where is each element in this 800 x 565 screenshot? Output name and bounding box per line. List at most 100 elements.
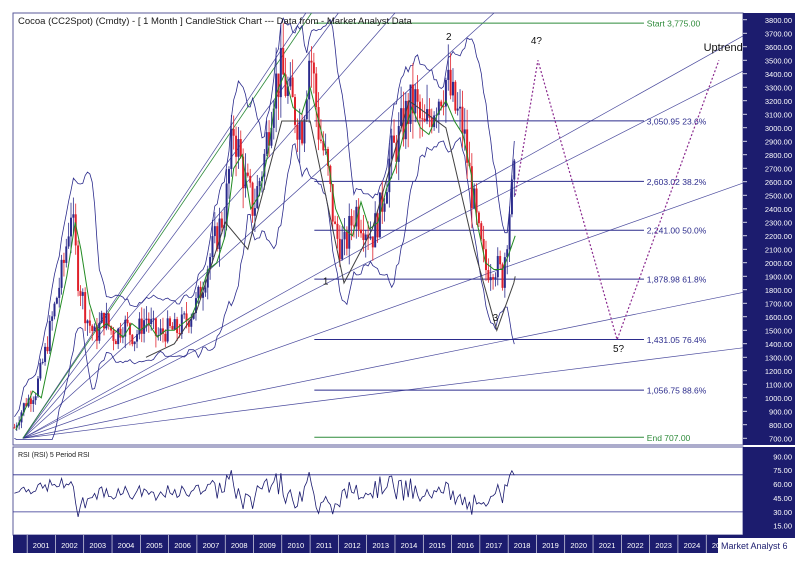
candle-body	[272, 108, 275, 128]
candle-body	[305, 99, 308, 120]
rsi-y-tick-label: 90.00	[773, 452, 792, 461]
candle-body	[418, 101, 421, 119]
candle-body	[216, 226, 219, 250]
candle-body	[164, 333, 167, 342]
candle-body	[41, 361, 44, 363]
time-axis	[13, 535, 795, 553]
candle-body	[39, 362, 42, 379]
candle-body	[296, 124, 299, 140]
candle-body	[15, 425, 18, 428]
candle-body	[275, 73, 278, 109]
candle-body	[220, 218, 223, 228]
candle-body	[400, 108, 403, 127]
candle-body	[60, 259, 63, 288]
candle-body	[211, 236, 214, 258]
gann-fan-line	[22, 347, 744, 439]
y-tick-label: 1000.00	[765, 394, 792, 403]
candle-body	[86, 320, 89, 324]
candle-body	[110, 326, 113, 331]
candle-body	[484, 249, 487, 271]
candle-body	[140, 318, 143, 334]
candle-body	[463, 129, 466, 134]
candle-body	[251, 182, 254, 216]
upper-band	[14, 17, 515, 418]
moving-average-line	[145, 99, 516, 358]
candle-body	[246, 172, 249, 176]
candle-body	[444, 79, 447, 107]
y-tick-label: 700.00	[769, 434, 792, 443]
candle-body	[178, 332, 181, 335]
x-tick-label: 2006	[174, 541, 191, 550]
candle-body	[107, 313, 110, 327]
wave-annotation: 5?	[613, 344, 625, 355]
y-tick-label: 900.00	[769, 407, 792, 416]
price-axis	[743, 13, 795, 445]
candle-body	[232, 129, 235, 136]
fib-level-label: 1,056.75 88.6%	[647, 386, 707, 396]
candle-body	[470, 166, 473, 209]
candle-body	[459, 106, 462, 109]
rsi-title: RSI (RSI) 5 Period RSI	[18, 452, 90, 459]
candle-body	[213, 226, 216, 237]
candle-body	[480, 223, 483, 240]
candle-body	[258, 181, 261, 187]
candle-body	[190, 318, 193, 327]
candle-body	[103, 312, 106, 329]
candle-body	[44, 346, 47, 362]
x-tick-label: 2011	[316, 541, 332, 550]
y-tick-label: 2600.00	[765, 178, 792, 187]
fib-level-label: End 707.00	[647, 433, 691, 443]
y-tick-label: 2300.00	[765, 218, 792, 227]
candle-body	[176, 319, 179, 333]
candle-body	[91, 325, 94, 332]
x-tick-label: 2019	[542, 541, 559, 550]
candle-body	[128, 323, 131, 335]
candle-body	[440, 101, 443, 107]
candle-body	[397, 126, 400, 162]
x-tick-label: 2003	[89, 541, 106, 550]
candle-body	[454, 81, 457, 111]
candle-body	[494, 277, 497, 280]
candle-body	[138, 318, 141, 335]
x-tick-label: 2018	[514, 541, 531, 550]
candle-body	[197, 286, 200, 299]
candle-body	[150, 318, 153, 324]
candle-body	[350, 215, 353, 226]
candle-body	[34, 396, 37, 401]
candle-body	[114, 340, 117, 345]
candle-body	[32, 400, 35, 404]
candle-body	[169, 318, 172, 326]
candle-body	[126, 319, 129, 324]
candle-body	[294, 97, 297, 125]
candle-body	[506, 249, 509, 258]
candle-body	[265, 132, 268, 154]
candle-body	[263, 153, 266, 177]
candle-body	[70, 217, 73, 237]
candle-body	[291, 77, 294, 98]
candle-body	[513, 160, 516, 180]
candle-body	[388, 158, 391, 193]
candle-body	[209, 257, 212, 270]
rsi-axis	[743, 447, 795, 535]
candle-body	[510, 179, 513, 215]
candle-body	[204, 287, 207, 293]
candle-body	[51, 316, 54, 321]
candle-body	[152, 318, 155, 320]
x-tick-label: 2014	[401, 541, 418, 550]
candle-body	[336, 223, 339, 239]
candle-body	[65, 246, 68, 263]
wave-annotation: 2	[446, 32, 452, 43]
candle-body	[237, 139, 240, 157]
x-tick-label: 2004	[118, 541, 135, 550]
candle-body	[244, 172, 247, 189]
candle-body	[277, 73, 280, 98]
moving-average-line	[15, 72, 516, 431]
candle-body	[301, 121, 304, 144]
candle-body	[362, 233, 365, 241]
candle-body	[242, 156, 245, 189]
candle-body	[22, 403, 25, 413]
candle-body	[100, 312, 103, 323]
candle-body	[183, 313, 186, 315]
y-tick-label: 800.00	[769, 421, 792, 430]
candle-body	[298, 121, 301, 140]
